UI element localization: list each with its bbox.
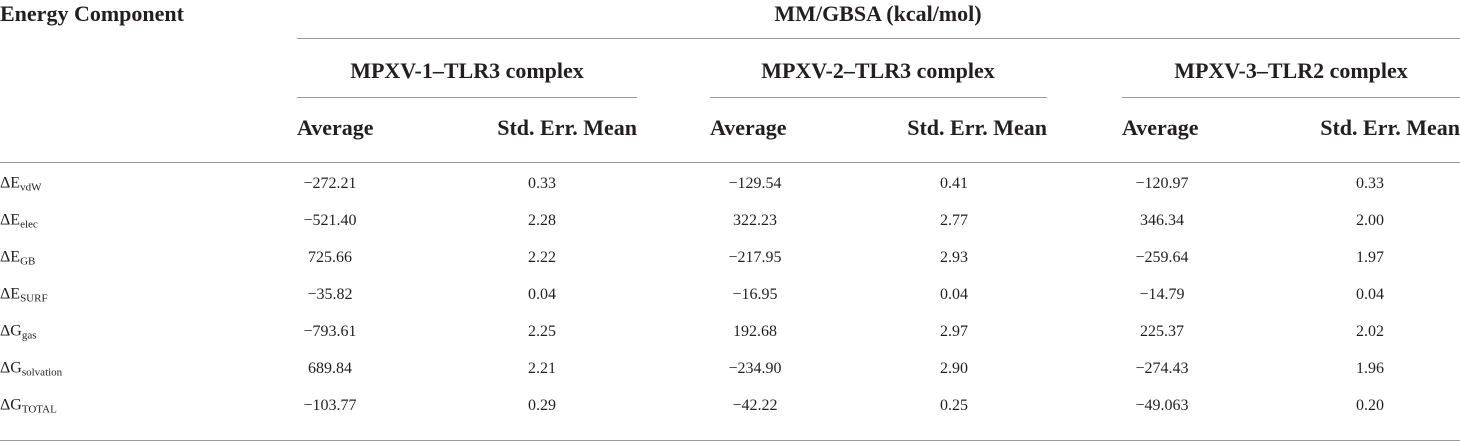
row-label-sub: vdW [20,181,42,194]
cell: −14.79 [1139,286,1185,303]
cell: −42.22 [732,397,778,414]
row-label-sub: SURF [20,292,48,305]
cell: 2.97 [940,323,968,340]
cell: 2.77 [940,212,968,229]
cell: 0.04 [528,286,556,303]
row-label: ΔGTOTAL [0,397,57,416]
row-label-sub: GB [20,255,36,268]
cell: −272.21 [303,175,357,192]
cell: 2.00 [1356,212,1384,229]
cell: 2.93 [940,249,968,266]
cell: 0.25 [940,397,968,414]
row-label-main: ΔE [0,285,21,303]
cell: 1.97 [1356,249,1384,266]
cell: 192.68 [733,323,777,340]
cell: 0.33 [1356,175,1384,192]
column-header: Average [710,115,787,140]
cell: 322.23 [733,212,777,229]
rule [297,38,1460,39]
row-label-main: ΔG [0,322,22,340]
cell: −49.063 [1135,397,1189,414]
cell: 346.34 [1140,212,1184,229]
cell: 0.29 [528,397,556,414]
row-label-sub: elec [20,218,38,231]
cell: 2.21 [528,360,556,377]
cell: 225.37 [1140,323,1184,340]
row-label-sub: TOTAL [21,403,57,416]
column-header: Std. Err. Mean [1320,115,1460,140]
rule [0,440,1460,441]
cell: 0.04 [1356,286,1384,303]
cell: −217.95 [728,249,782,266]
rule [1122,97,1460,98]
rule [297,97,637,98]
row-label: ΔGgas [0,323,37,342]
row-label: ΔEelec [0,212,38,231]
cell: −259.64 [1135,249,1189,266]
cell: −16.95 [732,286,778,303]
cell: −120.97 [1135,175,1189,192]
cell: 1.96 [1356,360,1384,377]
cell: 725.66 [308,249,352,266]
cell: 2.90 [940,360,968,377]
row-label-main: ΔE [0,174,21,192]
column-header: Std. Err. Mean [907,115,1047,140]
row-label-main: ΔE [0,211,21,229]
cell: 0.04 [940,286,968,303]
column-header: Average [297,115,374,140]
cell: 0.33 [528,175,556,192]
group-title: MM/GBSA (kcal/mol) [774,1,982,26]
cell: 2.22 [528,249,556,266]
cell: −129.54 [728,175,782,192]
header-title: Energy Component [0,1,184,26]
row-label-sub: gas [21,329,37,342]
cell: −521.40 [303,212,357,229]
row-label-main: ΔG [0,396,22,414]
row-label: ΔESURF [0,286,48,305]
row-label-main: ΔE [0,248,21,266]
row-label-main: ΔG [0,359,22,377]
column-header: Average [1122,115,1199,140]
cell: −234.90 [728,360,782,377]
cell: −103.77 [303,397,357,414]
row-label: ΔEvdW [0,175,41,194]
column-header: Std. Err. Mean [497,115,637,140]
cell: 2.25 [528,323,556,340]
complex-header: MPXV-3–TLR2 complex [1174,58,1408,83]
rule [0,162,1460,163]
cell: 2.28 [528,212,556,229]
cell: 0.41 [940,175,968,192]
row-label-sub: solvation [21,366,63,379]
cell: −35.82 [307,286,353,303]
rule [710,97,1047,98]
cell: 689.84 [308,360,352,377]
cell: 2.02 [1356,323,1384,340]
complex-header: MPXV-1–TLR3 complex [350,58,584,83]
complex-header: MPXV-2–TLR3 complex [761,58,995,83]
cell: −274.43 [1135,360,1189,377]
cell: 0.20 [1356,397,1384,414]
cell: −793.61 [303,323,357,340]
row-label: ΔGsolvation [0,360,62,379]
row-label: ΔEGB [0,249,35,268]
